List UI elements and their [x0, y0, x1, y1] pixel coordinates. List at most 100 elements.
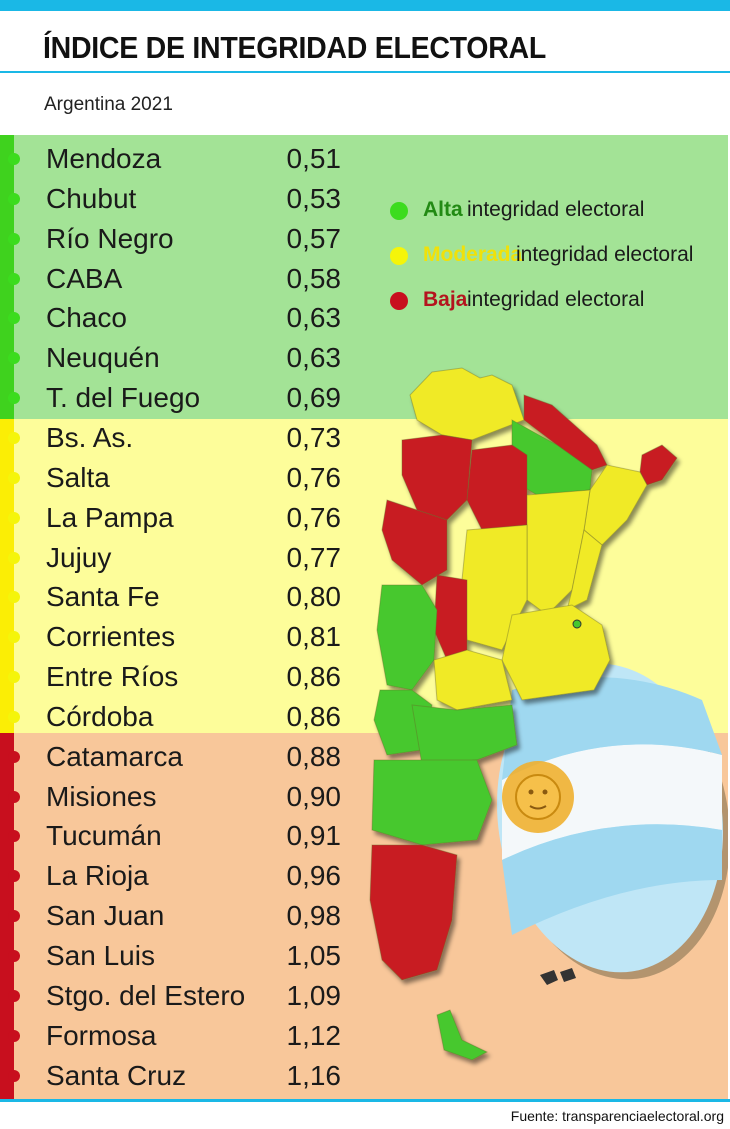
index-value: 0,86	[286, 661, 342, 693]
province-name: La Rioja	[46, 860, 149, 892]
province-santa-cruz	[369, 844, 458, 981]
legend-text-baja: integridad electoral	[467, 288, 645, 311]
category-dot	[8, 511, 20, 524]
category-dot	[8, 950, 20, 962]
category-dot	[8, 1029, 20, 1042]
province-name: T. del Fuego	[46, 382, 201, 414]
chart-title: ÍNDICE DE INTEGRIDAD ELECTORAL	[43, 30, 546, 65]
province-name: Salta	[46, 461, 110, 493]
province-name: Entre Ríos	[46, 661, 179, 693]
category-dot	[8, 153, 20, 165]
province-name: Formosa	[46, 1019, 157, 1051]
index-value: 0,76	[286, 461, 342, 493]
province-name: Bs. As.	[46, 421, 134, 453]
category-dot	[8, 471, 20, 484]
index-value: 1,12	[286, 1019, 342, 1051]
table-row: Mendoza 0,51	[0, 139, 360, 179]
table-row: T. del Fuego 0,69	[0, 378, 360, 418]
province-name: Río Negro	[46, 222, 174, 254]
stripe-moderada	[0, 419, 14, 733]
province-name: Corrientes	[46, 621, 176, 653]
caba-marker	[572, 619, 582, 629]
category-dot	[8, 910, 20, 923]
legend-word-baja: Baja	[423, 288, 468, 311]
category-dot	[8, 551, 20, 564]
index-value: 0,57	[286, 222, 342, 254]
category-dot	[8, 232, 20, 245]
table-row: Corrientes 0,81	[0, 617, 360, 657]
table-row: La Pampa 0,76	[0, 498, 360, 538]
chart-subtitle: Argentina 2021	[44, 94, 173, 115]
index-value: 0,90	[286, 780, 342, 812]
category-dot	[8, 1069, 20, 1082]
malvinas-islands	[540, 968, 576, 985]
province-name: Chaco	[46, 302, 127, 334]
category-dot	[8, 192, 20, 205]
province-mendoza	[376, 584, 438, 691]
index-value: 0,88	[286, 740, 342, 772]
index-value: 0,73	[286, 421, 342, 453]
category-dot	[8, 870, 20, 883]
table-row: Bs. As. 0,73	[0, 418, 360, 458]
table-row: Jujuy 0,77	[0, 538, 360, 578]
source-note: Fuente: transparenciaelectoral.org	[510, 1108, 724, 1124]
province-name: Misiones	[46, 780, 157, 812]
province-name: San Luis	[46, 940, 155, 971]
category-dot	[8, 710, 20, 723]
index-value: 0,76	[286, 501, 342, 533]
index-value: 0,63	[286, 342, 342, 374]
legend-dot-moderada	[390, 247, 408, 265]
category-dot	[8, 790, 20, 803]
province-catamarca	[401, 434, 473, 521]
table-row: Catamarca 0,88	[0, 737, 360, 777]
stripe-alta	[0, 135, 14, 419]
index-value: 0,98	[286, 900, 342, 932]
province-name: Santa Fe	[46, 581, 160, 613]
province-name: Jujuy	[46, 541, 112, 573]
category-dot	[8, 272, 20, 285]
category-dot	[8, 591, 20, 604]
province-chubut	[371, 759, 493, 846]
table-row: La Rioja 0,96	[0, 856, 360, 896]
legend-word-moderada: Moderada	[423, 243, 523, 266]
province-buenos-aires	[501, 604, 611, 701]
province-name: Neuquén	[46, 342, 160, 374]
index-value: 0,63	[286, 302, 342, 334]
sun-icon	[502, 761, 574, 833]
table-row: Stgo. del Estero 1,09	[0, 976, 360, 1016]
category-dot	[8, 631, 20, 644]
category-dot	[8, 352, 20, 365]
index-value: 0,69	[286, 382, 342, 414]
index-value: 0,53	[286, 182, 342, 214]
category-dot	[8, 989, 20, 1002]
province-name: Córdoba	[46, 700, 154, 732]
province-tierra-del-fuego	[436, 1009, 489, 1061]
index-value: 1,05	[286, 940, 342, 971]
index-value: 1,09	[286, 979, 342, 1011]
table-row: San Luis 1,05	[0, 936, 360, 976]
bottom-divider	[0, 1099, 730, 1102]
index-value: 0,96	[286, 860, 342, 892]
flag-disk	[497, 663, 730, 980]
province-name: CABA	[46, 262, 123, 294]
top-accent-bar	[0, 0, 730, 11]
table-row: Salta 0,76	[0, 458, 360, 498]
table-row: Río Negro 0,57	[0, 219, 360, 259]
table-row: CABA 0,58	[0, 259, 360, 299]
title-divider	[0, 71, 730, 73]
argentina-map	[362, 360, 730, 1095]
category-dot	[8, 671, 20, 684]
index-value: 0,80	[286, 581, 342, 613]
category-dot	[8, 750, 20, 763]
province-name: Mendoza	[46, 143, 162, 174]
legend-word-alta: Alta	[423, 198, 463, 221]
table-row: Tucumán 0,91	[0, 816, 360, 856]
province-la-pampa	[433, 649, 513, 711]
table-row: Santa Fe 0,80	[0, 577, 360, 617]
index-value: 0,58	[286, 262, 342, 294]
province-name: San Juan	[46, 900, 165, 932]
category-dot	[8, 830, 20, 843]
province-la-rioja	[381, 499, 448, 586]
index-value: 1,16	[286, 1059, 342, 1091]
province-name: Stgo. del Estero	[46, 979, 246, 1011]
